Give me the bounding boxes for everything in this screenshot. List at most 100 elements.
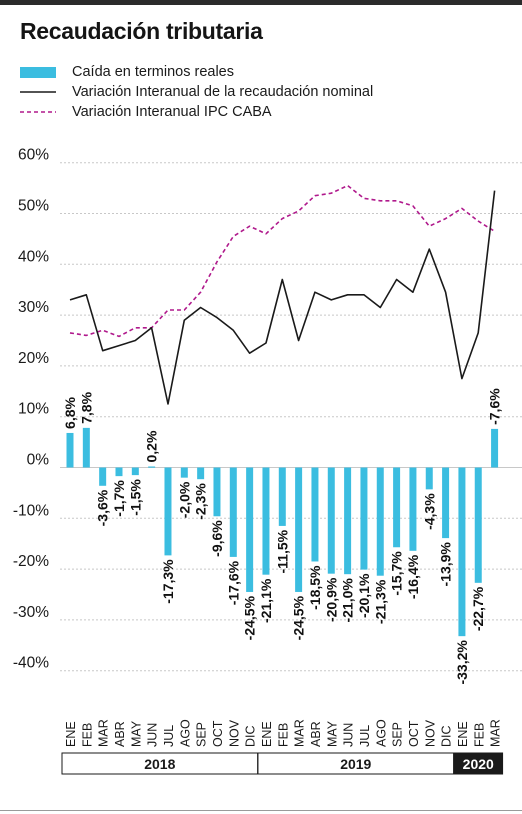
x-tick-label: AGO xyxy=(178,719,192,747)
year-box xyxy=(453,752,504,775)
bar xyxy=(376,467,384,576)
x-tick-label: SEP xyxy=(195,722,209,747)
bar-data-label: -7,6% xyxy=(487,388,503,425)
x-tick-label: DIC xyxy=(244,725,258,747)
bar-data-label: 0,2% xyxy=(144,430,160,462)
x-tick-label: ENE xyxy=(64,721,78,747)
bar-data-label: -1,7% xyxy=(111,480,127,517)
x-tick-label: MAY xyxy=(325,720,339,747)
bar xyxy=(311,467,319,562)
bar-data-label: -24,5% xyxy=(242,595,258,640)
x-tick-label: SEP xyxy=(391,722,405,747)
bar-data-label: -16,4% xyxy=(405,554,421,599)
bar-data-label: -2,3% xyxy=(193,483,209,520)
x-tick-label: NOV xyxy=(423,719,437,747)
bar-data-label: -1,5% xyxy=(127,479,143,516)
bar-data-label: -21,3% xyxy=(372,579,388,624)
y-tick-label: 20% xyxy=(18,350,49,367)
bar xyxy=(458,467,466,637)
legend-key-nominal xyxy=(20,85,56,99)
bar xyxy=(327,467,335,574)
bar-data-label: -33,2% xyxy=(454,640,470,685)
legend-item-nominal: Variación Interanual de la recaudación n… xyxy=(20,82,373,102)
bar-data-label: -18,5% xyxy=(307,565,323,610)
bar xyxy=(213,467,221,517)
y-tick-label: -40% xyxy=(13,655,49,672)
bar-data-label: -17,3% xyxy=(160,559,176,604)
bar xyxy=(197,467,205,480)
y-tick-label: 10% xyxy=(18,401,49,418)
bar xyxy=(229,467,237,557)
x-tick-label: ENE xyxy=(260,721,274,747)
x-tick-label: ABR xyxy=(113,721,127,747)
bar-data-label: -20,1% xyxy=(356,573,372,618)
y-tick-label: -10% xyxy=(13,502,49,519)
bar-data-label: -2,0% xyxy=(176,481,192,518)
x-tick-label: AGO xyxy=(374,719,388,747)
bar xyxy=(344,467,352,575)
legend-item-bars: Caída en terminos reales xyxy=(20,62,373,82)
bar-data-label: -17,6% xyxy=(225,560,241,605)
chart-title: Recaudación tributaria xyxy=(20,18,263,44)
x-tick-label: OCT xyxy=(211,720,225,747)
series-line-ipc xyxy=(69,184,496,338)
y-tick-label: 40% xyxy=(18,248,49,265)
bar xyxy=(99,467,107,486)
x-tick-label: FEB xyxy=(472,723,486,747)
x-tick-label: JUN xyxy=(342,723,356,747)
bar-data-label: -15,7% xyxy=(389,551,405,596)
bar xyxy=(409,467,417,551)
bar-data-label: -21,0% xyxy=(340,578,356,623)
y-tick-label: 30% xyxy=(18,299,49,316)
x-tick-label: OCT xyxy=(407,720,421,747)
bar xyxy=(164,467,172,556)
legend: Caída en terminos reales Variación Inter… xyxy=(20,62,373,122)
y-tick-label: -30% xyxy=(13,604,49,621)
x-tick-label: JUL xyxy=(162,725,176,747)
bar-data-label: -22,7% xyxy=(470,586,486,631)
x-tick-label: JUN xyxy=(146,723,160,747)
bar xyxy=(66,432,74,468)
bar-data-label: -21,1% xyxy=(258,578,274,623)
bar xyxy=(148,466,156,468)
x-tick-label: MAY xyxy=(129,720,143,747)
legend-key-ipc xyxy=(20,105,56,119)
bar-data-label: 6,8% xyxy=(62,396,78,428)
legend-label-bars: Caída en terminos reales xyxy=(72,64,234,80)
bar-data-label: -4,3% xyxy=(421,493,437,530)
bar xyxy=(180,467,188,478)
bar-data-label: -24,5% xyxy=(291,595,307,640)
x-tick-label: ENE xyxy=(456,721,470,747)
legend-key-bars xyxy=(20,65,56,79)
x-tick-label: JUL xyxy=(358,725,372,747)
legend-item-ipc: Variación Interanual IPC CABA xyxy=(20,102,373,122)
x-tick-label: MAR xyxy=(293,719,307,747)
bar xyxy=(393,467,401,548)
bar xyxy=(474,467,482,583)
bar-data-label: -20,9% xyxy=(323,577,339,622)
x-tick-label: DIC xyxy=(440,725,454,747)
bar-data-label: -9,6% xyxy=(209,520,225,557)
series-line-nominal xyxy=(69,190,496,405)
legend-label-ipc: Variación Interanual IPC CABA xyxy=(72,104,272,120)
top-rule xyxy=(0,0,522,5)
bar xyxy=(295,467,303,592)
x-tick-label: MAR xyxy=(489,719,503,747)
x-tick-label: FEB xyxy=(80,723,94,747)
year-label: 2018 xyxy=(144,756,175,772)
y-tick-label: -20% xyxy=(13,553,49,570)
y-tick-label: 0% xyxy=(27,452,50,469)
legend-label-nominal: Variación Interanual de la recaudación n… xyxy=(72,84,374,100)
x-tick-label: FEB xyxy=(276,723,290,747)
bar-data-label: -11,5% xyxy=(274,529,290,573)
y-tick-label: 60% xyxy=(18,147,49,164)
bar-data-label: -3,6% xyxy=(95,489,111,526)
y-tick-label: 50% xyxy=(18,198,49,215)
bar xyxy=(246,467,254,592)
year-label: 2019 xyxy=(340,756,371,772)
bar-data-label: 7,8% xyxy=(78,391,94,423)
bar xyxy=(278,467,286,526)
x-tick-label: MAR xyxy=(97,719,111,747)
bar-data-label: -13,9% xyxy=(438,542,454,587)
